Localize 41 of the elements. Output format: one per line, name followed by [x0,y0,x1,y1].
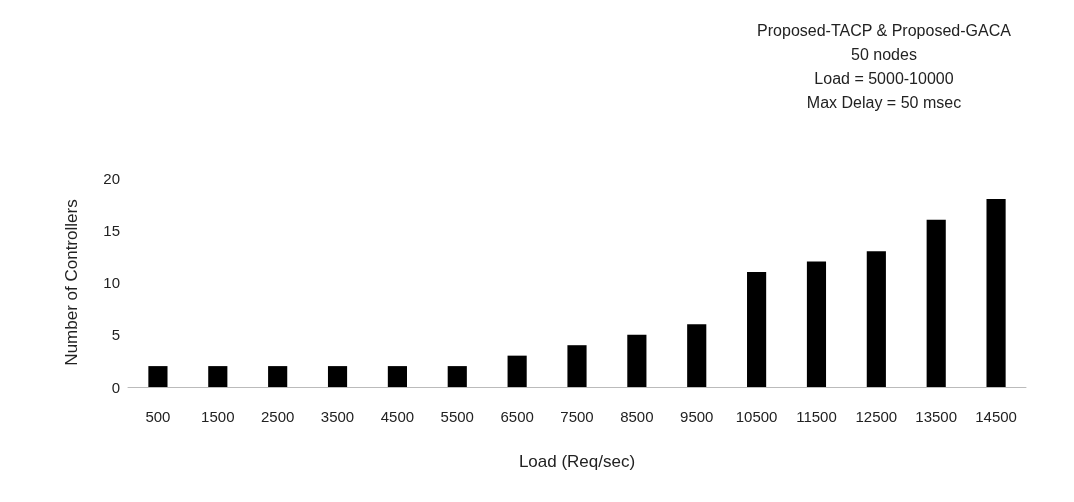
text: Proposed-TACP & Proposed-GACA [757,21,1012,39]
x-tick-label: 1500 [201,408,235,425]
bar [208,366,228,387]
x-tick-label: 14500 [975,408,1017,425]
x-tick-label: 500 [145,408,171,425]
bar [926,219,946,387]
x-tick-label: 2500 [260,408,295,425]
bar [447,366,467,387]
x-tick-label: 7500 [560,408,594,425]
x-tick-label: 5500 [440,408,474,425]
x-axis-title: Load (Req/sec) [518,452,636,471]
y-tick-label: 0 [111,378,120,396]
bar [507,355,527,387]
bar [268,366,288,387]
x-tick-label: 10500 [735,408,778,425]
y-tick-label: 10 [103,274,120,291]
x-tick-label: 12500 [855,408,898,425]
y-tick-label: 20 [103,169,120,187]
bar [687,324,707,387]
y-tick-label: 15 [103,221,120,239]
bar [567,345,587,387]
bar [986,198,1006,387]
text: Max Delay = 50 msec [806,93,962,111]
bar [747,272,767,387]
x-tick-label: 9500 [680,408,714,425]
x-tick-label: 8500 [620,408,654,425]
y-tick-label: 5 [111,326,120,344]
x-tick-label: 6500 [500,408,534,425]
bar [627,334,647,387]
bar [387,366,407,387]
bar [806,261,827,387]
text: Load = 5000-10000 [814,69,954,87]
y-axis-title: Number of Controllers [62,199,81,366]
bar [327,366,348,387]
x-tick-label: 13500 [915,408,958,425]
bar [148,366,168,387]
x-tick-label: 11500 [796,408,837,425]
text: 50 nodes [851,45,917,63]
bar [866,251,886,387]
x-tick-label: 4500 [380,408,415,425]
x-tick-label: 3500 [320,408,355,425]
